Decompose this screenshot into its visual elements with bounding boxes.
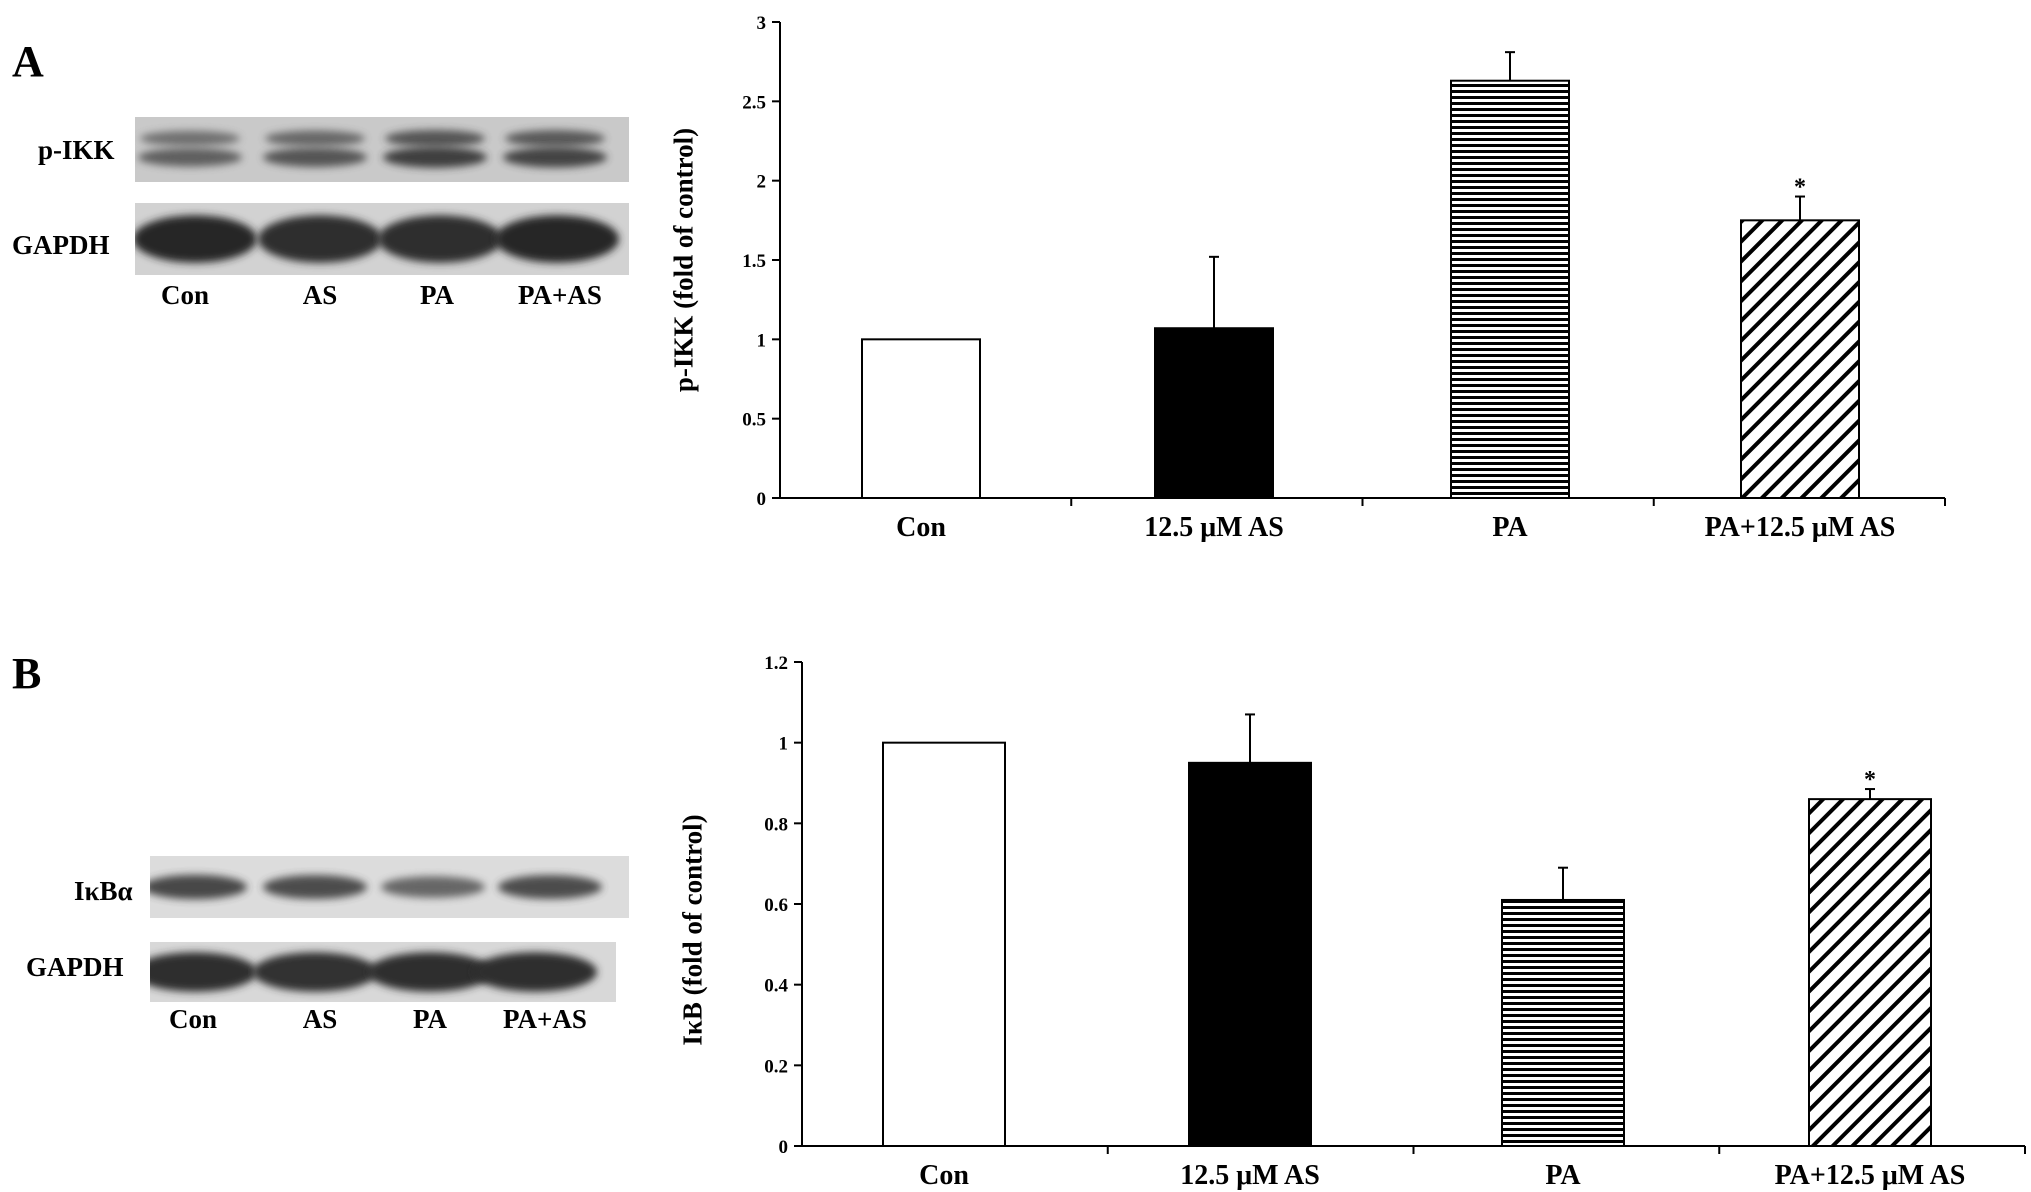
blot-band-blotA1-2 — [378, 215, 502, 263]
y-tick-label: 0.5 — [742, 410, 766, 431]
blot-band-blotB1-0 — [150, 952, 257, 992]
blot-label-p-ikk: p-IKK — [38, 135, 115, 165]
lane-label-pa-a: PA — [420, 280, 454, 310]
chart-a: 0 0.5 1 1.5 2 2.5 3 Con 12.5 μM AS PA * PA+12.5 μM … — [742, 13, 1946, 543]
lane-label-pa-as-a: PA+AS — [518, 280, 602, 310]
y-tick-label: 0 — [779, 1137, 789, 1158]
blot-label-ikba: IκBα — [74, 876, 133, 906]
bar-0 — [882, 741, 1006, 1148]
blot-band-blotA0-3-upper — [505, 130, 605, 147]
blot-band-blotB0-1 — [263, 875, 367, 899]
y-tick-label: 3 — [757, 13, 767, 34]
blot-label-gapdh-b: GAPDH — [26, 952, 124, 982]
blot-band-blotB0-0 — [150, 874, 247, 900]
blot-band-blotA0-1-lower — [263, 147, 367, 167]
x-tick-label-2: PA — [1492, 512, 1528, 543]
bar-1 — [1154, 327, 1274, 499]
blot-band-blotA0-0-lower — [138, 148, 242, 167]
blot-band-blotA0-0-upper — [140, 130, 240, 147]
y-tick-label: 1 — [779, 734, 789, 755]
y-tick-label: 0.8 — [764, 814, 788, 835]
bar-2 — [1501, 898, 1625, 1148]
y-tick-label: 1.2 — [764, 653, 788, 674]
blot-label-gapdh-a: GAPDH — [12, 230, 110, 260]
blot-band-blotB0-2 — [381, 876, 485, 898]
bar-3 — [1808, 798, 1932, 1147]
x-tick-label-1: 12.5 μM AS — [1180, 1160, 1320, 1191]
blot-band-blotA0-3-lower — [503, 147, 607, 168]
x-tick-label-0: Con — [919, 1160, 969, 1191]
blot-strip-gapdh-b — [150, 942, 616, 1002]
blot-band-blotA0-2-upper — [385, 129, 485, 147]
blot-bands-gapdh-a — [135, 215, 619, 263]
blot-bands-gapdh-b — [150, 952, 597, 992]
lane-label-as-b: AS — [302, 1004, 338, 1034]
x-tick-label-3: PA+12.5 μM AS — [1775, 1160, 1966, 1191]
significance-mark-3: * — [1864, 767, 1876, 793]
x-tick-label-0: Con — [896, 512, 946, 543]
y-tick-label: 2 — [757, 172, 767, 193]
lane-label-pa-as-b: PA+AS — [503, 1004, 587, 1034]
blot-band-blotA1-1 — [258, 215, 382, 263]
x-tick-label-2: PA — [1545, 1160, 1581, 1191]
y-tick-label: 0.6 — [764, 895, 788, 916]
y-tick-label: 1 — [757, 330, 767, 351]
blot-bands-p-ikk — [138, 129, 607, 168]
x-tick-label-1: 12.5 μM AS — [1144, 512, 1284, 543]
blot-band-blotB1-1 — [253, 952, 377, 992]
blot-band-blotA0-1-upper — [265, 130, 365, 147]
bar-3 — [1740, 219, 1860, 499]
panel-letter-b: B — [12, 649, 42, 698]
bar-1 — [1188, 761, 1312, 1147]
blot-strip-p-ikk — [135, 117, 629, 182]
blot-band-blotA1-3 — [495, 215, 619, 263]
blot-band-blotB1-3 — [473, 952, 597, 992]
y-tick-label: 1.5 — [742, 251, 766, 272]
lane-label-con-b: Con — [168, 1004, 218, 1034]
blot-band-blotB1-2 — [368, 952, 492, 992]
y-tick-label: 0.4 — [764, 976, 788, 997]
lane-label-as-a: AS — [302, 280, 338, 310]
blot-band-blotA0-2-lower — [383, 146, 487, 168]
bar-0 — [861, 338, 981, 500]
lane-label-pa-b: PA — [413, 1004, 447, 1034]
y-tick-label: 2.5 — [742, 92, 766, 113]
lane-label-con-a: Con — [160, 280, 210, 310]
y-tick-label: 0 — [757, 489, 767, 510]
y-tick-label: 0.2 — [764, 1056, 788, 1077]
bar-2 — [1450, 79, 1570, 499]
chart-b: 0 0.2 0.4 0.6 0.8 1 1.2 Con 12.5 μM AS PA * PA+12.5… — [764, 653, 2026, 1191]
blot-band-blotA1-0 — [135, 215, 257, 263]
blot-bands-ikba — [150, 874, 602, 900]
blot-band-blotB0-3 — [498, 875, 602, 899]
blot-strip-gapdh-a — [135, 203, 629, 275]
x-tick-label-3: PA+12.5 μM AS — [1705, 512, 1896, 543]
panel-letter-a: A — [12, 37, 44, 86]
blot-strip-ikba — [150, 856, 629, 918]
significance-mark-3: * — [1794, 175, 1806, 201]
